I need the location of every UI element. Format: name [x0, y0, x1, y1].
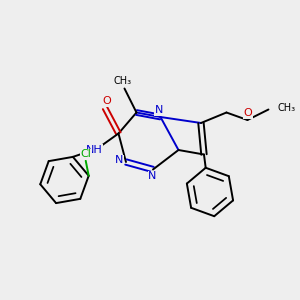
- Text: CH₃: CH₃: [114, 76, 132, 86]
- Text: O: O: [244, 108, 252, 118]
- Text: N: N: [148, 171, 157, 181]
- Text: N: N: [115, 155, 124, 166]
- Text: NH: NH: [86, 145, 103, 155]
- Text: CH₃: CH₃: [278, 103, 296, 113]
- Text: Cl: Cl: [80, 149, 91, 159]
- Text: N: N: [155, 105, 163, 116]
- Text: O: O: [102, 96, 111, 106]
